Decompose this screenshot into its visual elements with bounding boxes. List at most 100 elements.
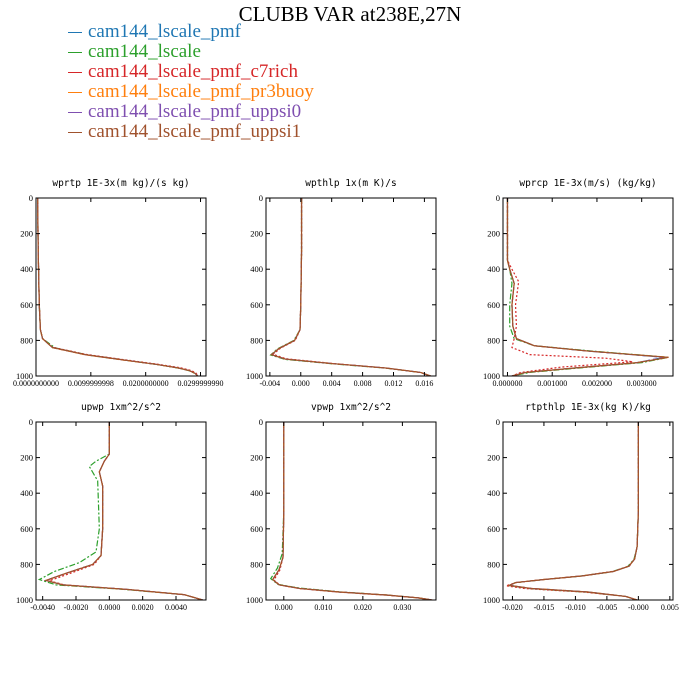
legend-item: cam144_lscale_pmf_pr3buoy [68, 81, 314, 102]
y-tick-label: 1000 [246, 595, 263, 605]
y-tick-label: 0 [496, 417, 500, 427]
series-line [506, 422, 639, 600]
series-line [506, 198, 669, 376]
legend-swatch [68, 71, 82, 73]
legend: cam144_lscale_pmf cam144_lscale cam144_l… [68, 21, 314, 142]
legend-item: cam144_lscale_pmf_uppsi1 [68, 121, 314, 142]
legend-swatch [68, 31, 82, 33]
y-tick-label: 200 [250, 229, 263, 239]
y-tick-label: 600 [20, 524, 33, 534]
y-tick-label: 600 [250, 300, 263, 310]
y-tick-label: 400 [20, 264, 33, 274]
legend-swatch [68, 91, 82, 93]
series-line [507, 422, 639, 600]
series-line [37, 422, 203, 600]
y-tick-label: 400 [487, 488, 500, 498]
series-line [43, 422, 203, 600]
series-line [270, 198, 431, 376]
chart-panel: wprcp 1E-3x(m/s) (kg/kg) 0 200 400 600 800 100… [483, 178, 674, 388]
legend-label: cam144_lscale_pmf_pr3buoy [88, 81, 314, 102]
x-tick-label: 0.008 [354, 379, 372, 388]
legend-label: cam144_lscale_pmf_uppsi0 [88, 101, 302, 122]
y-tick-label: 1000 [16, 371, 33, 381]
x-tick-label: -0.015 [534, 603, 555, 612]
chart-panel: wpthlp 1x(m K)/s 0 200 400 600 800 1000-0.004 0… [246, 178, 437, 388]
series-line [270, 198, 431, 376]
chart-title: upwp 1xm^2/s^2 [81, 402, 161, 413]
legend-label: cam144_lscale_pmf_c7rich [88, 61, 298, 82]
y-tick-label: 0 [259, 193, 263, 203]
series-line [507, 422, 639, 600]
y-tick-label: 800 [487, 335, 500, 345]
x-tick-label: 0.005 [661, 603, 679, 612]
series-line [43, 422, 203, 600]
chart-title: wprtp 1E-3x(m kg)/(s kg) [52, 178, 189, 189]
series-line [37, 198, 199, 376]
series-line [43, 422, 203, 600]
y-tick-label: 400 [20, 488, 33, 498]
series-line [507, 422, 639, 600]
y-tick-label: 600 [250, 524, 263, 534]
series-line [506, 198, 665, 376]
x-tick-label: 0.0200000000 [123, 379, 169, 388]
chart-panel: vpwp 1xm^2/s^2 0 200 400 600 800 1000 0.000 0.01… [246, 402, 437, 612]
y-tick-label: 200 [20, 453, 33, 463]
x-tick-label: 0.0000000000 [13, 379, 59, 388]
y-tick-label: 600 [20, 300, 33, 310]
series-line [506, 198, 633, 376]
y-tick-label: 800 [20, 335, 33, 345]
y-tick-label: 0 [29, 417, 33, 427]
y-tick-label: 0 [29, 193, 33, 203]
legend-item: cam144_lscale_pmf_uppsi0 [68, 101, 314, 122]
x-tick-label: 0.000 [292, 379, 310, 388]
series-line [506, 198, 669, 376]
series-line [271, 198, 431, 376]
chart-title: wprcp 1E-3x(m/s) (kg/kg) [519, 178, 656, 189]
x-tick-label: 0.0099999998 [68, 379, 114, 388]
y-tick-label: 200 [487, 229, 500, 239]
x-tick-label: 0.010 [314, 603, 332, 612]
series-line [43, 422, 203, 600]
x-tick-label: -0.010 [565, 603, 586, 612]
legend-label: cam144_lscale_pmf [88, 21, 242, 42]
chart-title: vpwp 1xm^2/s^2 [311, 402, 391, 413]
chart-title: rtpthlp 1E-3x(kg K)/kg [525, 402, 651, 413]
legend-swatch [68, 131, 82, 133]
series-line [270, 198, 431, 376]
series-line [273, 422, 433, 600]
series-line [506, 198, 669, 376]
y-tick-label: 400 [250, 488, 263, 498]
series-line [507, 422, 639, 600]
series-line [271, 422, 433, 600]
series-line [505, 422, 639, 600]
y-tick-label: 400 [250, 264, 263, 274]
series-line [271, 422, 433, 600]
x-tick-label: 0.016 [415, 379, 433, 388]
y-tick-label: 200 [20, 229, 33, 239]
x-tick-label: -0.0020 [64, 603, 89, 612]
x-tick-label: 0.0000 [98, 603, 120, 612]
series-line [270, 198, 431, 376]
legend-item: cam144_lscale_pmf_c7rich [68, 61, 314, 82]
plot-frame [265, 197, 437, 377]
legend-item: cam144_lscale [68, 41, 314, 62]
plot-frame [502, 197, 674, 377]
x-tick-label: 0.001000 [537, 379, 567, 388]
legend-swatch [68, 51, 82, 53]
y-tick-label: 800 [487, 559, 500, 569]
x-tick-label: -0.0040 [30, 603, 55, 612]
series-line [269, 198, 431, 376]
y-tick-label: 600 [487, 524, 500, 534]
chart-panel: wprtp 1E-3x(m kg)/(s kg) 0 200 400 600 800 100… [13, 178, 224, 388]
plot-frame [35, 421, 207, 601]
y-tick-label: 800 [20, 559, 33, 569]
series-line [269, 422, 433, 600]
x-tick-label: 0.012 [385, 379, 403, 388]
series-line [506, 198, 665, 376]
y-tick-label: 200 [250, 453, 263, 463]
chart-panel: upwp 1xm^2/s^2 0 200 400 600 800 1000-0.0040 -0… [16, 402, 207, 612]
x-tick-label: 0.004 [323, 379, 341, 388]
x-tick-label: 0.003000 [627, 379, 657, 388]
